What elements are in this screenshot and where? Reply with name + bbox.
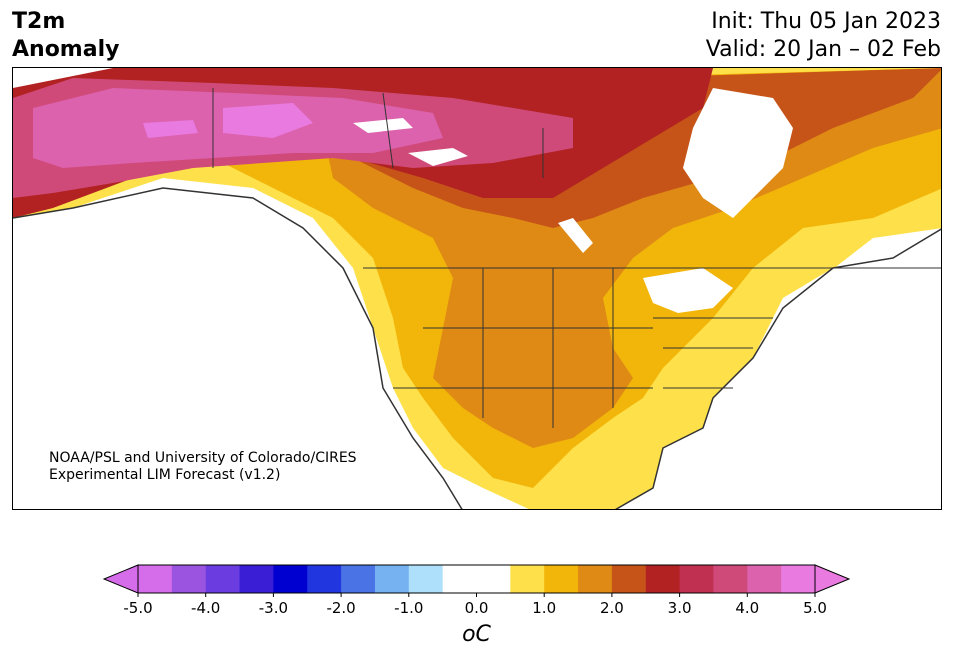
colorbar-legend: -5.0 -4.0 -3.0 -2.0 -1.0 0.0 1.0 2.0 3.0 4.0 5.0 oC [0,560,953,659]
colorbar-unit-label: oC [462,622,491,647]
great-lakes [643,268,733,313]
colorbar-bin [374,565,410,593]
colorbar-tick-label: -2.0 [326,599,355,617]
colorbar-svg: -5.0 -4.0 -3.0 -2.0 -1.0 0.0 1.0 2.0 3.0 4.0 5.0 oC [102,564,851,647]
great-bear-lake [353,118,413,133]
colorbar-tick-label: 4.0 [735,599,759,617]
init-date: Init: Thu 05 Jan 2023 [711,9,941,34]
coastline [13,187,941,509]
colorbar-bin [747,565,782,593]
map-svg [13,68,941,509]
colorbar-bin [408,565,444,593]
credit-line-1: NOAA/PSL and University of Colorado/CIRE… [49,450,357,466]
colorbar-tick-label: -3.0 [259,599,288,617]
great-slave-lake [408,148,468,166]
east-coast-white [664,228,941,509]
anomaly-map [12,67,942,510]
colorbar-bin [171,565,207,593]
colorbar-bin [781,565,816,593]
colorbar-bin [578,565,613,593]
colorbar-bin [476,565,511,593]
colorbar-bin [341,565,376,593]
hudson-bay [683,88,793,218]
colorbar-tick-label: 2.0 [600,599,624,617]
valid-date: Valid: 20 Jan – 02 Feb [705,37,941,62]
colorbar-bin [138,565,173,593]
colorbar-bin [239,565,274,593]
colorbar-bin [510,565,545,593]
title-line-2: Anomaly [12,37,120,62]
violet-core [143,103,313,138]
colorbar-tick-label: 3.0 [668,599,692,617]
credit-line-2: Experimental LIM Forecast (v1.2) [49,467,281,483]
lake-winnipeg [558,218,593,253]
colorbar-tick-label: 1.0 [532,599,556,617]
colorbar-bin [611,565,647,593]
data-credit: NOAA/PSL and University of Colorado/CIRE… [49,450,357,484]
colorbar-bin [679,565,714,593]
colorbar-tick-label: -1.0 [394,599,423,617]
colorbar-bin [713,565,748,593]
colorbar-bin [442,565,477,593]
pacific-white [13,188,462,509]
forecast-dates: Init: Thu 05 Jan 2023 Valid: 20 Jan – 02… [706,8,941,64]
colorbar-tick-label: 5.0 [803,599,827,617]
colorbar-tick-label: -5.0 [123,599,152,617]
colorbar-bin [307,565,342,593]
colorbar-extend-low [102,564,139,594]
colorbar-bin [205,565,241,593]
colorbar-tick-label: 0.0 [465,599,489,617]
colorbar-bin [544,565,579,593]
colorbar-tick-label: -4.0 [191,599,220,617]
map-title: T2m Anomaly [12,8,119,64]
colorbar-bin [645,565,681,593]
colorbar-extend-high [814,564,851,594]
colorbar-bin [273,565,308,593]
title-line-1: T2m [12,9,66,34]
state-borders [212,88,941,428]
